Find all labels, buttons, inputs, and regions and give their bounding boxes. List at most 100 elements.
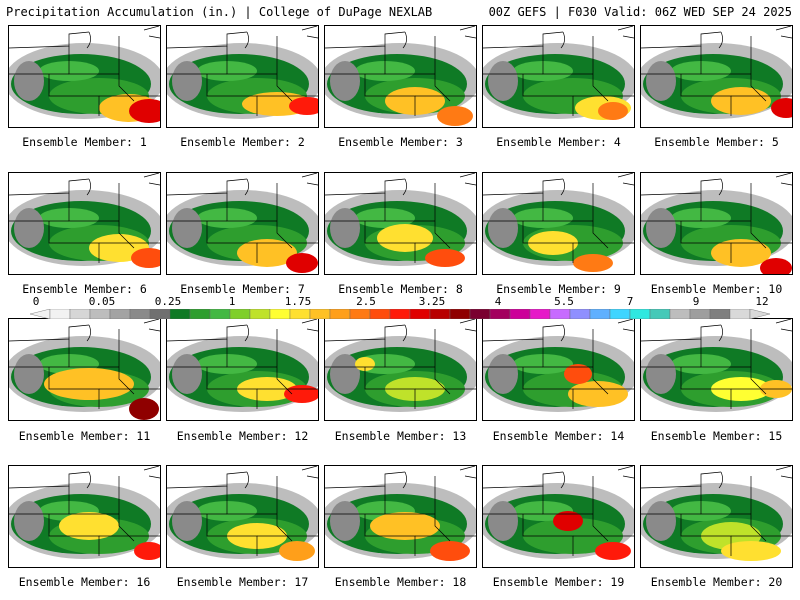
colorbar-swatch (89, 309, 111, 319)
precip-field (641, 173, 792, 274)
precip-field (641, 319, 792, 420)
coastline (617, 173, 634, 186)
river-line (718, 471, 723, 489)
colorbar-swatch (509, 309, 531, 319)
state-border (206, 74, 258, 116)
river-line (86, 31, 91, 49)
colorbar-swatch (289, 309, 311, 319)
ensemble-member-label: Ensemble Member: 16 (18, 575, 151, 589)
ensemble-member-map (640, 465, 793, 568)
colorbar-tick-label: 0.25 (154, 295, 182, 308)
ensemble-member-map (482, 318, 635, 421)
state-border (641, 324, 722, 342)
river-line (718, 324, 723, 342)
heavy-precip-core (59, 512, 119, 540)
river-line (244, 471, 249, 489)
trace-precip-area (330, 61, 360, 101)
trace-precip-area (330, 354, 360, 394)
colorbar-swatch (549, 309, 571, 319)
colorbar-tick-label: 1.75 (284, 295, 312, 308)
heavy-precip-core (131, 248, 160, 268)
precip-field (325, 466, 476, 567)
colorbar-tick-label: 5.5 (554, 295, 574, 308)
state-border (364, 74, 416, 116)
colorbar-swatch (209, 309, 231, 319)
coastline (775, 173, 792, 186)
colorbar-swatch (449, 309, 471, 319)
precip-field (325, 26, 476, 127)
colorbar-swatch (489, 309, 511, 319)
ensemble-member-label: Ensemble Member: 7 (180, 282, 305, 296)
heavy-precip-core (721, 541, 781, 561)
heavy-precip-core (430, 541, 470, 561)
precip-field (641, 466, 792, 567)
state-border (206, 367, 258, 409)
colorbar-swatch (129, 309, 151, 319)
river-line (560, 178, 565, 196)
trace-precip-area (488, 501, 518, 541)
state-border (48, 221, 100, 263)
coastline (775, 319, 792, 332)
trace-precip-area (330, 501, 360, 541)
state-border (483, 31, 564, 49)
trace-precip-area (646, 501, 676, 541)
trace-precip-area (488, 61, 518, 101)
state-border (9, 324, 90, 342)
ensemble-member-map (166, 25, 319, 128)
colorbar-swatch (249, 309, 271, 319)
precip-field (9, 26, 160, 127)
ensemble-member-label: Ensemble Member: 15 (650, 429, 783, 443)
heavy-precip-core (289, 97, 318, 115)
state-border (9, 471, 90, 489)
colorbar-swatch (409, 309, 431, 319)
coastline (301, 319, 318, 332)
ensemble-member-map (166, 465, 319, 568)
coastline (301, 173, 318, 186)
river-line (560, 471, 565, 489)
state-border (680, 74, 732, 116)
colorbar-tick-label: 3.25 (418, 295, 446, 308)
colorbar-swatch (629, 309, 651, 319)
precip-field (9, 319, 160, 420)
heavy-precip-core (377, 224, 433, 252)
ensemble-member-label: Ensemble Member: 1 (22, 135, 147, 149)
colorbar-swatch (349, 309, 371, 319)
heavy-precip-core (355, 357, 375, 371)
ensemble-member-map (482, 465, 635, 568)
precip-field (325, 319, 476, 420)
precip-field (325, 173, 476, 274)
trace-precip-area (172, 354, 202, 394)
colorbar-max-arrow (749, 309, 770, 319)
state-border (680, 514, 732, 556)
river-line (86, 178, 91, 196)
heavy-precip-core (568, 381, 628, 407)
colorbar-swatch (109, 309, 131, 319)
river-line (402, 324, 407, 342)
state-border (483, 178, 564, 196)
ensemble-member-map (482, 172, 635, 275)
coastline (143, 466, 160, 479)
coastline (775, 26, 792, 39)
colorbar-tick-label: 0.05 (88, 295, 116, 308)
trace-precip-area (488, 208, 518, 248)
ensemble-member-label: Ensemble Member: 8 (338, 282, 463, 296)
state-border (167, 31, 248, 49)
heavy-precip-core (284, 385, 318, 403)
heavy-precip-core (370, 512, 440, 540)
heavy-precip-core (279, 541, 315, 561)
run-valid-time: 00Z GEFS | F030 Valid: 06Z WED SEP 24 20… (488, 5, 792, 19)
coastline (459, 173, 476, 186)
precip-field (483, 319, 634, 420)
colorbar-swatch (49, 309, 71, 319)
heavy-precip-core (425, 249, 465, 267)
precip-field (483, 173, 634, 274)
ensemble-member-map (166, 172, 319, 275)
state-border (48, 514, 100, 556)
coastline (459, 319, 476, 332)
coastline (775, 466, 792, 479)
river-line (244, 31, 249, 49)
trace-precip-area (330, 208, 360, 248)
precip-field (167, 173, 318, 274)
colorbar-swatch (529, 309, 551, 319)
ensemble-member-label: Ensemble Member: 9 (496, 282, 621, 296)
